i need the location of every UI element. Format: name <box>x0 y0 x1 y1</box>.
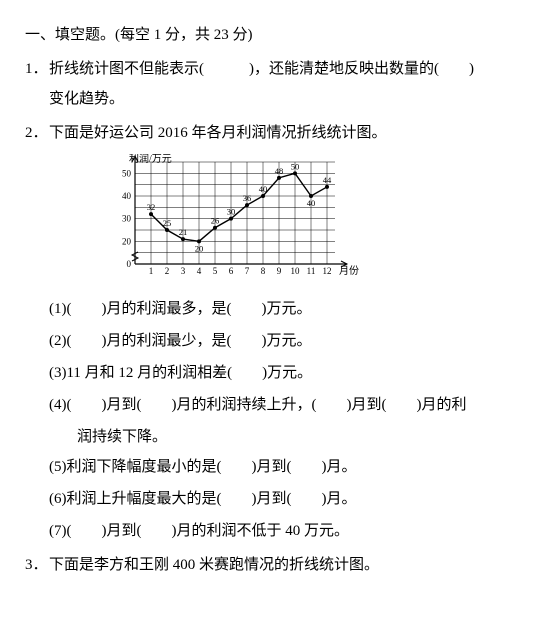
svg-text:2: 2 <box>165 266 170 276</box>
q2-intro: 下面是好运公司 2016 年各月利润情况折线统计图。 <box>49 118 518 148</box>
svg-text:30: 30 <box>227 207 236 217</box>
svg-text:9: 9 <box>277 266 282 276</box>
svg-text:32: 32 <box>147 202 156 212</box>
q2-sub-5: (5)利润下降幅度最小的是( )月到( )月。 <box>49 452 518 482</box>
q1-text-a: 折线统计图不但能表示( <box>49 61 204 77</box>
svg-text:3: 3 <box>181 266 186 276</box>
q1-blank-1 <box>204 61 249 77</box>
svg-text:20: 20 <box>122 236 132 246</box>
svg-text:50: 50 <box>122 168 132 178</box>
q1-blank-2 <box>439 61 469 77</box>
q2-num: 2． <box>25 118 49 148</box>
svg-text:0: 0 <box>127 259 132 269</box>
svg-text:44: 44 <box>323 175 332 185</box>
svg-text:40: 40 <box>259 184 268 194</box>
q3-num: 3． <box>25 550 49 580</box>
question-2: 2． 下面是好运公司 2016 年各月利润情况折线统计图。 0 20 30 40 50 1… <box>25 118 518 546</box>
profit-chart: 020304050123456789101112利润/万元月份322521202… <box>105 154 518 284</box>
svg-text:10: 10 <box>291 266 301 276</box>
q2-sub-3: (3)11 月和 12 月的利润相差( )万元。 <box>49 358 518 388</box>
svg-text:26: 26 <box>211 216 220 226</box>
q2-sub-1: (1)( )月的利润最多，是( )万元。 <box>49 294 518 324</box>
question-1: 1． 折线统计图不但能表示( )，还能清楚地反映出数量的( ) 变化趋势。 <box>25 54 518 114</box>
q2-sub-4a: (4)( )月到( )月的利润持续上升，( )月到( )月的利 <box>49 390 518 420</box>
svg-text:11: 11 <box>307 266 316 276</box>
question-3: 3． 下面是李方和王刚 400 米赛跑情况的折线统计图。 <box>25 550 518 580</box>
q1-line2: 变化趋势。 <box>49 91 124 107</box>
q1-num: 1． <box>25 54 49 114</box>
q1-text-b: )，还能清楚地反映出数量的( <box>249 61 439 77</box>
q2-sub-2: (2)( )月的利润最少，是( )万元。 <box>49 326 518 356</box>
q2-sub-7: (7)( )月到( )月的利润不低于 40 万元。 <box>49 516 518 546</box>
svg-text:48: 48 <box>275 166 284 176</box>
svg-text:36: 36 <box>243 193 252 203</box>
q3-text: 下面是李方和王刚 400 米赛跑情况的折线统计图。 <box>49 550 518 580</box>
q1-body: 折线统计图不但能表示( )，还能清楚地反映出数量的( ) 变化趋势。 <box>49 54 518 114</box>
svg-text:月份: 月份 <box>339 265 359 277</box>
svg-text:40: 40 <box>307 198 316 208</box>
q2-sub-4b: 润持续下降。 <box>77 422 518 452</box>
svg-text:4: 4 <box>197 266 202 276</box>
svg-text:21: 21 <box>179 227 188 237</box>
svg-text:8: 8 <box>261 266 266 276</box>
svg-text:40: 40 <box>122 191 132 201</box>
q2-sub-6: (6)利润上升幅度最大的是( )月到( )月。 <box>49 484 518 514</box>
svg-text:50: 50 <box>291 161 300 171</box>
svg-text:20: 20 <box>195 243 204 253</box>
svg-text:7: 7 <box>245 266 250 276</box>
svg-text:1: 1 <box>149 266 154 276</box>
svg-text:25: 25 <box>163 218 172 228</box>
svg-text:5: 5 <box>213 266 218 276</box>
section-title: 一、填空题。(每空 1 分，共 23 分) <box>25 20 518 50</box>
svg-text:30: 30 <box>122 214 132 224</box>
svg-text:12: 12 <box>323 266 332 276</box>
profit-chart-svg: 020304050123456789101112利润/万元月份322521202… <box>105 154 365 284</box>
svg-text:6: 6 <box>229 266 234 276</box>
q1-text-c: ) <box>469 61 474 77</box>
svg-text:利润/万元: 利润/万元 <box>129 154 172 165</box>
